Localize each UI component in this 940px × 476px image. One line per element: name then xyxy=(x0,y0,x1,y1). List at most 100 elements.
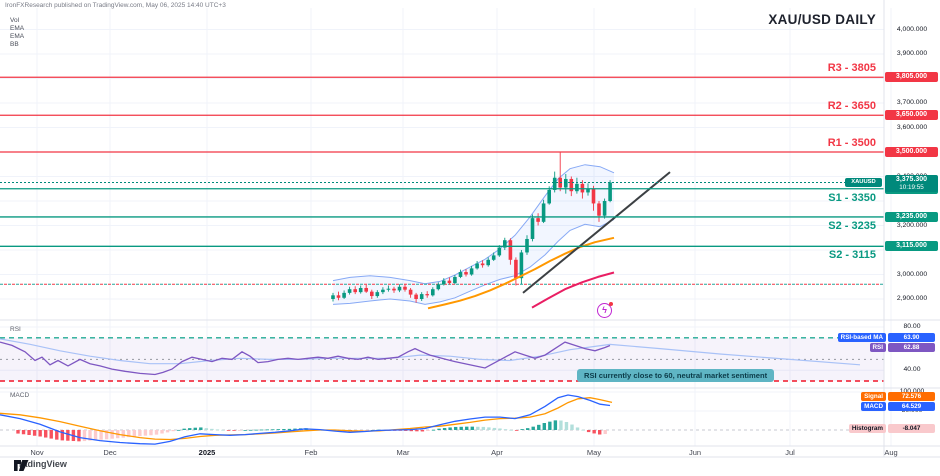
macd-histogram-bar xyxy=(365,430,369,431)
candle-body xyxy=(403,286,407,290)
rsi-pane-label[interactable]: RSI xyxy=(10,326,21,333)
time-axis-label-mar: Mar xyxy=(396,448,410,457)
price-pane[interactable] xyxy=(0,152,884,310)
candle-body xyxy=(464,272,468,275)
legend-item-vol-0[interactable]: Vol xyxy=(10,17,20,24)
candle-body xyxy=(386,288,391,290)
rsi-badge-label: RSI xyxy=(869,343,886,352)
legend-item-ema-1[interactable]: EMA xyxy=(10,25,25,32)
macd-pane[interactable] xyxy=(0,394,884,445)
candle-body xyxy=(442,280,446,285)
macd-histogram-bar xyxy=(215,429,220,431)
candle-body xyxy=(530,218,535,239)
macd-histogram-bar xyxy=(276,429,281,430)
ema-crimson-line xyxy=(531,271,615,309)
macd-histogram-bar xyxy=(49,430,53,439)
macd-histogram-bar xyxy=(465,426,469,430)
macd-histogram-bar xyxy=(404,430,408,431)
tradingview-logo[interactable]: TradingView xyxy=(14,459,67,471)
histogram-badge-row: Histogram -8.047 xyxy=(848,424,935,433)
macd-histogram-bar xyxy=(260,429,264,431)
macd-histogram-bar xyxy=(77,430,81,442)
resistance-label[interactable]: R2 - 3650 xyxy=(827,100,876,113)
trendline[interactable] xyxy=(522,171,671,294)
macd-histogram-bar xyxy=(243,429,247,431)
candle-body xyxy=(397,286,402,291)
time-axis-label-jun: Jun xyxy=(688,448,702,457)
support-label[interactable]: S1 - 3350 xyxy=(828,191,876,204)
candle-body xyxy=(436,284,441,290)
tradingview-logo-icon xyxy=(14,460,29,471)
macd-histogram-bar xyxy=(88,430,92,441)
macd-histogram-bar xyxy=(82,430,87,442)
rsi-ma-badge-label: RSI-based MA xyxy=(837,333,886,342)
macd-histogram-bar xyxy=(127,430,131,438)
macd-histogram-bar xyxy=(160,430,164,434)
macd-signal-line xyxy=(0,397,613,441)
macd-histogram-bar xyxy=(254,429,258,431)
macd-histogram-bar xyxy=(99,430,103,440)
signal-badge-value: 72.576 xyxy=(888,392,935,401)
candle-body xyxy=(514,259,518,279)
last-price-value: 3,375.300 xyxy=(895,175,928,183)
macd-histogram-bar xyxy=(165,430,170,433)
time-axis-label-jul: Jul xyxy=(785,448,795,457)
macd-histogram-bar xyxy=(171,430,175,432)
macd-pane-label[interactable]: MACD xyxy=(10,392,30,399)
candle-body xyxy=(414,294,418,299)
candle-body xyxy=(381,289,385,293)
candle-body xyxy=(347,289,352,293)
time-axis-label-apr: Apr xyxy=(491,448,503,457)
rsi-line xyxy=(0,341,611,376)
candle-body xyxy=(541,203,546,222)
macd-histogram-bar xyxy=(492,427,497,430)
macd-histogram-bar xyxy=(27,430,31,436)
macd-histogram-bar xyxy=(448,427,452,430)
macd-histogram-bar xyxy=(498,428,502,430)
macd-histogram-bar xyxy=(559,420,563,430)
candle-body xyxy=(602,201,607,216)
macd-histogram-bar xyxy=(598,430,602,435)
macd-line xyxy=(0,394,611,445)
symbol-chip: XAUUSD xyxy=(845,177,882,187)
candle-body xyxy=(508,240,513,260)
macd-axis-tick: 100.000 xyxy=(887,388,937,395)
resistance-label[interactable]: R3 - 3805 xyxy=(827,62,876,75)
macd-histogram-bar xyxy=(481,426,486,430)
macd-histogram-bar xyxy=(287,428,292,430)
rsi-annotation-note[interactable]: RSI currently close to 60, neutral marke… xyxy=(577,369,775,382)
price-axis-level-badge: 3,500.000 xyxy=(885,147,938,157)
legend-item-ema-2[interactable]: EMA xyxy=(10,33,25,40)
candle-body xyxy=(475,263,479,269)
macd-histogram-bar xyxy=(570,424,574,430)
resistance-label[interactable]: R1 - 3500 xyxy=(827,137,876,149)
reaction-lightning-icon[interactable]: ϟ xyxy=(597,302,613,318)
candle-body xyxy=(375,292,380,297)
candle-body xyxy=(564,178,568,188)
macd-histogram-bar xyxy=(437,428,441,430)
support-label[interactable]: S2 - 3235 xyxy=(828,219,876,232)
macd-histogram-bar xyxy=(470,426,474,430)
macd-histogram-bar xyxy=(66,430,70,441)
macd-histogram-bar xyxy=(459,426,463,430)
macd-histogram-bar xyxy=(143,430,148,436)
bar-countdown: 10:19:55 xyxy=(899,183,924,191)
time-axis-label-2025: 2025 xyxy=(198,448,216,457)
support-label[interactable]: S2 - 3115 xyxy=(828,249,876,262)
macd-histogram-bar xyxy=(542,423,546,430)
legend-item-bb-3[interactable]: BB xyxy=(10,41,19,48)
candle-body xyxy=(453,276,457,284)
rsi-axis-tick: 40.00 xyxy=(903,366,921,374)
macd-histogram-bar xyxy=(426,430,430,431)
candle-body xyxy=(458,272,463,277)
candle-body xyxy=(353,289,357,293)
price-axis-tick: 3,600.000 xyxy=(896,123,928,131)
histogram-badge-value: -8.047 xyxy=(888,424,935,433)
bollinger-upper-line xyxy=(332,164,615,285)
macd-histogram-bar xyxy=(232,430,236,431)
macd-histogram-bar xyxy=(564,421,569,430)
macd-histogram-bar xyxy=(55,430,59,440)
candle-body xyxy=(342,292,346,298)
macd-histogram-bar xyxy=(453,426,458,430)
